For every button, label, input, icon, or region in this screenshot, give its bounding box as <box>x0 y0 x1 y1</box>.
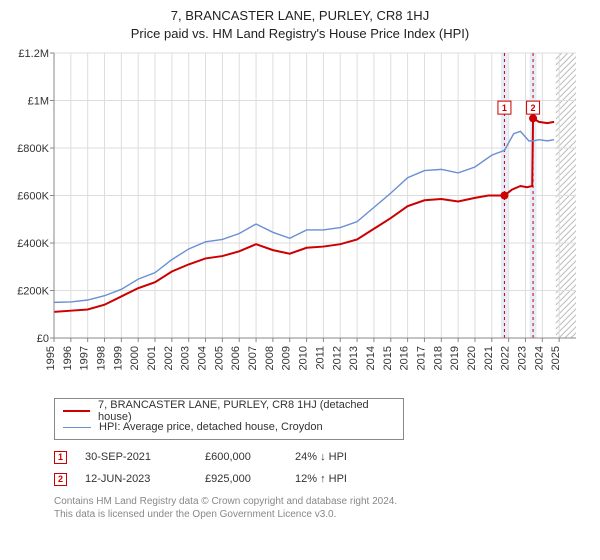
svg-text:2005: 2005 <box>213 346 225 370</box>
svg-text:2018: 2018 <box>432 346 444 370</box>
svg-text:1998: 1998 <box>96 346 108 370</box>
sale-row: 2 12-JUN-2023 £925,000 12% ↑ HPI <box>54 468 590 490</box>
sale-date: 30-SEP-2021 <box>85 451 205 463</box>
svg-text:1996: 1996 <box>62 346 74 370</box>
svg-text:2024: 2024 <box>533 346 545 370</box>
svg-text:1997: 1997 <box>79 346 91 370</box>
sale-vs-hpi: 24% ↓ HPI <box>295 451 405 463</box>
svg-text:2000: 2000 <box>129 346 141 370</box>
legend-swatch <box>63 410 90 412</box>
sale-marker-icon: 1 <box>54 451 67 464</box>
svg-text:2006: 2006 <box>230 346 242 370</box>
svg-text:2004: 2004 <box>197 346 209 370</box>
svg-text:1995: 1995 <box>45 346 57 370</box>
svg-text:£200K: £200K <box>17 286 49 298</box>
license-text: Contains HM Land Registry data © Crown c… <box>54 496 590 521</box>
sale-date: 12-JUN-2023 <box>85 473 205 485</box>
svg-text:2014: 2014 <box>365 346 377 370</box>
svg-text:2025: 2025 <box>550 346 562 370</box>
license-line: This data is licensed under the Open Gov… <box>54 509 590 522</box>
svg-text:2016: 2016 <box>399 346 411 370</box>
svg-text:2: 2 <box>531 103 536 113</box>
legend-swatch <box>63 427 91 428</box>
legend: 7, BRANCASTER LANE, PURLEY, CR8 1HJ (det… <box>54 398 404 440</box>
svg-text:2021: 2021 <box>483 346 495 370</box>
svg-text:£0: £0 <box>37 333 49 345</box>
svg-text:2012: 2012 <box>331 346 343 370</box>
svg-text:2017: 2017 <box>415 346 427 370</box>
page-subtitle: Price paid vs. HM Land Registry's House … <box>10 26 590 41</box>
legend-label: 7, BRANCASTER LANE, PURLEY, CR8 1HJ (det… <box>98 399 395 423</box>
svg-text:2008: 2008 <box>264 346 276 370</box>
svg-text:£400K: £400K <box>17 238 49 250</box>
legend-label: HPI: Average price, detached house, Croy… <box>99 421 323 433</box>
svg-text:2010: 2010 <box>298 346 310 370</box>
svg-text:2011: 2011 <box>314 346 326 370</box>
svg-text:£1.2M: £1.2M <box>18 48 49 60</box>
svg-text:1999: 1999 <box>112 346 124 370</box>
sale-price: £925,000 <box>205 473 295 485</box>
license-line: Contains HM Land Registry data © Crown c… <box>54 496 590 509</box>
svg-text:2015: 2015 <box>382 346 394 370</box>
svg-text:£600K: £600K <box>17 191 49 203</box>
svg-text:2007: 2007 <box>247 346 259 370</box>
svg-text:2023: 2023 <box>516 346 528 370</box>
price-chart: 1 2 £0 £200K £400K £600K £800K £1M £1.2M 1995 1996… <box>10 47 590 392</box>
svg-text:2022: 2022 <box>500 346 512 370</box>
svg-text:£1M: £1M <box>28 96 49 108</box>
sale-row: 1 30-SEP-2021 £600,000 24% ↓ HPI <box>54 446 590 468</box>
sale-marker-icon: 2 <box>54 473 67 486</box>
svg-text:£800K: £800K <box>17 143 49 155</box>
sale-price: £600,000 <box>205 451 295 463</box>
svg-text:2003: 2003 <box>180 346 192 370</box>
svg-text:2019: 2019 <box>449 346 461 370</box>
svg-text:2013: 2013 <box>348 346 360 370</box>
svg-text:2001: 2001 <box>146 346 158 370</box>
svg-text:2002: 2002 <box>163 346 175 370</box>
legend-item-price-paid: 7, BRANCASTER LANE, PURLEY, CR8 1HJ (det… <box>63 403 395 419</box>
svg-text:2020: 2020 <box>466 346 478 370</box>
sale-vs-hpi: 12% ↑ HPI <box>295 473 405 485</box>
sales-table: 1 30-SEP-2021 £600,000 24% ↓ HPI 2 12-JU… <box>54 446 590 490</box>
svg-text:1: 1 <box>502 103 507 113</box>
svg-text:2009: 2009 <box>281 346 293 370</box>
page-title: 7, BRANCASTER LANE, PURLEY, CR8 1HJ <box>10 8 590 23</box>
